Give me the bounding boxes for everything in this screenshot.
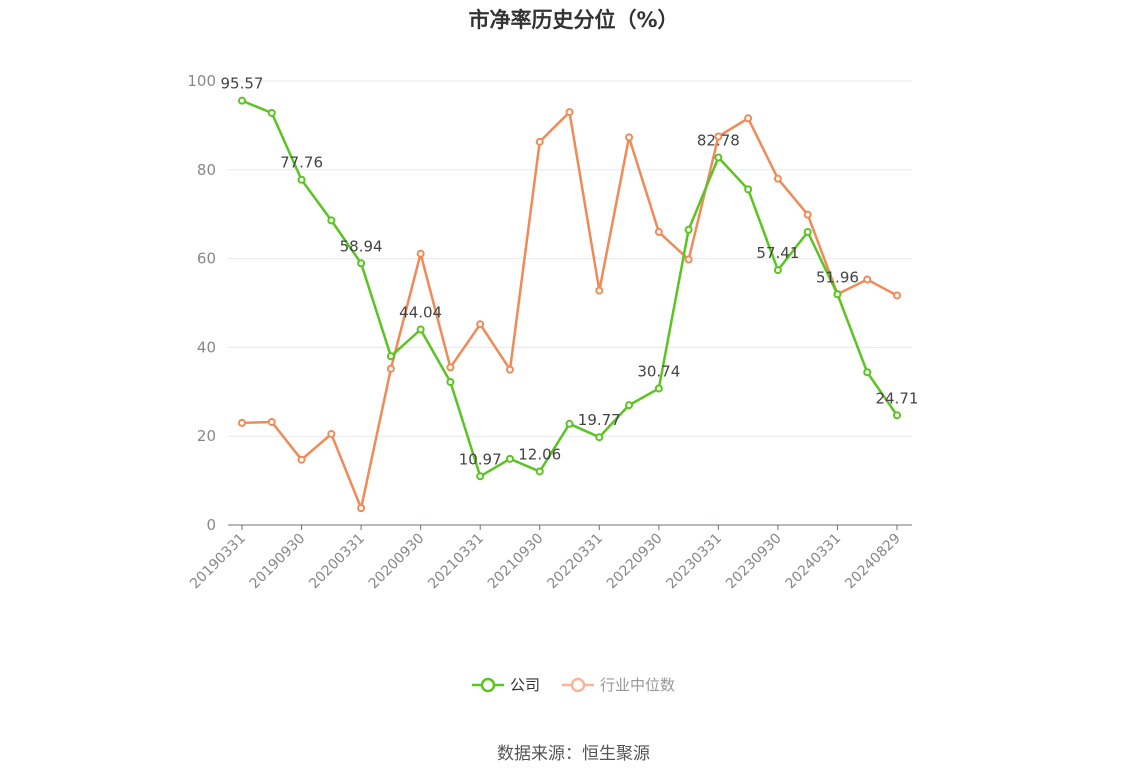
x-tick-label: 20210331 — [425, 531, 487, 593]
legend: 公司 行业中位数 — [0, 674, 1147, 695]
data-label: 82.78 — [697, 131, 740, 149]
legend-label-industry: 行业中位数 — [600, 676, 676, 694]
data-label: 58.94 — [340, 237, 383, 255]
y-tick-label: 80 — [197, 161, 216, 179]
x-tick-label: 20190930 — [247, 531, 309, 593]
y-tick-label: 60 — [197, 250, 216, 268]
x-tick-label: 20230331 — [663, 531, 725, 593]
circle-line-icon — [471, 677, 504, 692]
x-tick-label: 20200930 — [366, 531, 428, 593]
y-tick-label: 20 — [197, 427, 216, 445]
data-point-company — [893, 411, 901, 420]
data-point-industry — [416, 249, 425, 258]
data-point-industry — [476, 320, 485, 329]
data-point-company — [357, 259, 366, 268]
data-point-industry — [654, 227, 663, 236]
data-point-company — [684, 225, 693, 234]
data-point-company — [327, 216, 336, 225]
legend-label-company: 公司 — [509, 676, 540, 694]
data-point-industry — [535, 137, 544, 146]
data-point-industry — [595, 286, 604, 295]
data-label: 77.76 — [280, 154, 323, 172]
data-label: 51.96 — [816, 268, 859, 286]
data-point-company — [565, 419, 574, 428]
data-point-company — [416, 325, 425, 334]
data-point-company — [863, 368, 872, 377]
legend-item-industry[interactable]: 行业中位数 — [562, 674, 675, 695]
data-label: 10.97 — [459, 450, 502, 468]
source-note: 数据来源：恒生聚源 — [497, 744, 650, 764]
chart-title: 市净率历史分位（%） — [468, 8, 679, 32]
data-point-industry — [893, 291, 901, 300]
data-point-industry — [386, 364, 395, 373]
x-tick-label: 20230930 — [723, 531, 785, 593]
data-point-industry — [714, 132, 723, 141]
series-line-industry — [241, 110, 898, 510]
data-point-company — [773, 266, 782, 275]
data-point-company — [803, 227, 812, 236]
data-label: 44.04 — [399, 303, 442, 321]
x-tick-label: 20200331 — [306, 531, 368, 593]
x-tick-label: 20210930 — [485, 531, 547, 593]
x-tick-label: 20220331 — [544, 531, 606, 593]
data-label: 24.71 — [876, 389, 919, 407]
data-label: 57.41 — [756, 244, 799, 262]
data-point-industry — [505, 365, 514, 374]
data-point-company — [267, 108, 276, 117]
x-tick-label: 20220930 — [604, 531, 666, 593]
data-point-company — [714, 153, 723, 162]
data-point-industry — [446, 363, 455, 372]
x-tick-label: 20240331 — [783, 531, 845, 593]
data-point-company — [446, 378, 455, 387]
data-point-company — [297, 175, 306, 184]
data-point-company — [833, 290, 842, 299]
data-label: 30.74 — [637, 363, 680, 381]
data-point-company — [386, 352, 395, 361]
data-point-industry — [684, 255, 693, 264]
data-point-industry — [327, 429, 336, 438]
data-point-company — [744, 185, 753, 194]
data-point-industry — [803, 210, 812, 219]
y-tick-label: 0 — [206, 516, 216, 534]
data-point-company — [595, 433, 604, 442]
data-point-industry — [863, 275, 872, 284]
data-point-company — [505, 454, 514, 463]
x-tick-label: 20190331 — [187, 531, 249, 593]
data-point-company — [654, 384, 663, 393]
data-point-industry — [267, 417, 276, 426]
data-point-company — [476, 472, 485, 481]
data-label: 12.06 — [518, 445, 561, 463]
data-point-industry — [565, 108, 574, 117]
data-point-company — [238, 96, 246, 105]
data-point-industry — [773, 174, 782, 183]
data-point-company — [535, 467, 544, 476]
data-point-industry — [744, 114, 753, 123]
data-label: 19.77 — [578, 411, 621, 429]
data-point-industry — [297, 455, 306, 464]
data-point-industry — [357, 504, 366, 513]
y-tick-label: 100 — [187, 72, 216, 90]
data-point-company — [625, 401, 634, 410]
y-tick-label: 40 — [197, 338, 216, 356]
data-point-industry — [238, 418, 246, 427]
circle-line-icon — [562, 677, 594, 692]
x-tick-label: 20240829 — [842, 531, 904, 593]
data-point-industry — [625, 133, 634, 142]
legend-item-company[interactable]: 公司 — [471, 674, 540, 695]
data-label: 95.57 — [221, 75, 264, 93]
